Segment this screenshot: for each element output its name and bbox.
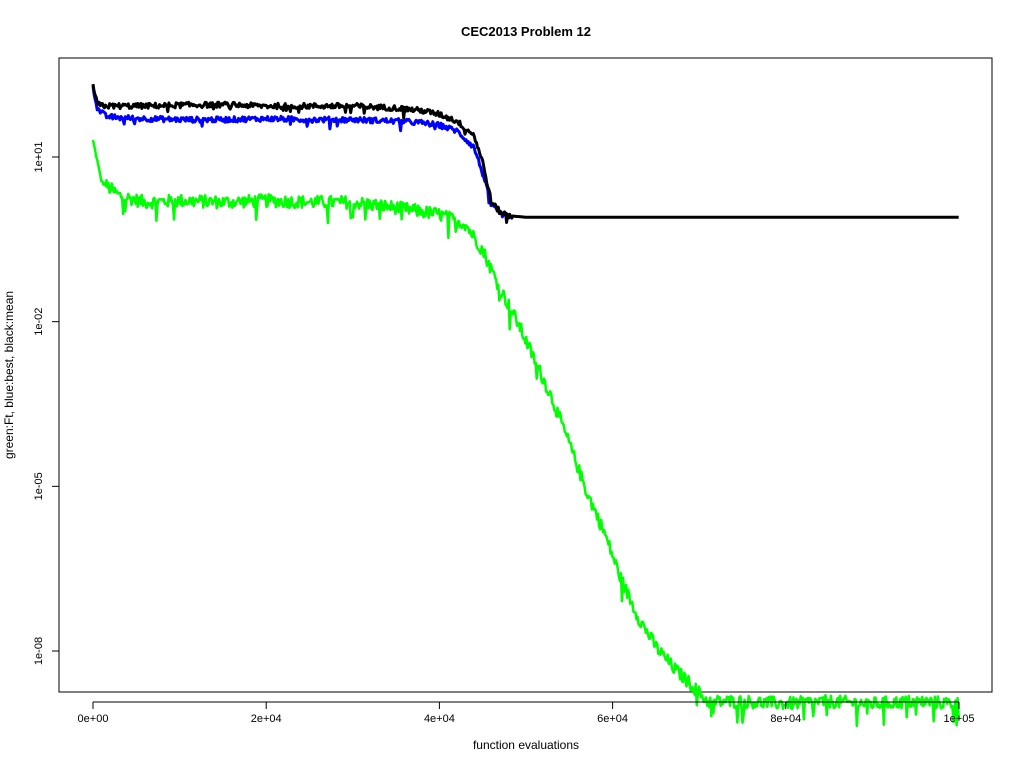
x-tick-label: 4e+04 xyxy=(424,713,455,725)
series-layer xyxy=(91,83,960,728)
x-axis: 0e+00 2e+04 4e+04 6e+04 8e+04 1e+05 xyxy=(78,701,975,725)
y-tick-label: 1e+01 xyxy=(33,142,45,173)
series-line-best xyxy=(91,85,511,220)
x-axis-label: function evaluations xyxy=(473,738,579,752)
chart-title: CEC2013 Problem 12 xyxy=(461,24,591,39)
y-tick-label: 1e-02 xyxy=(33,308,45,336)
series-line-mean xyxy=(91,83,960,224)
x-tick-label: 6e+04 xyxy=(597,713,628,725)
y-tick-label: 1e-05 xyxy=(33,472,45,500)
x-tick-label: 0e+00 xyxy=(78,713,109,725)
x-tick-label: 1e+05 xyxy=(944,713,975,725)
x-tick-label: 8e+04 xyxy=(770,713,801,725)
series-line-ft xyxy=(91,139,960,728)
y-axis: 1e+01 1e-02 1e-05 1e-08 xyxy=(33,142,60,665)
y-axis-label: green:Ft, blue:best, black:mean xyxy=(2,291,16,459)
plot-frame xyxy=(58,57,993,693)
x-tick-label: 2e+04 xyxy=(251,713,282,725)
y-tick-label: 1e-08 xyxy=(33,637,45,665)
